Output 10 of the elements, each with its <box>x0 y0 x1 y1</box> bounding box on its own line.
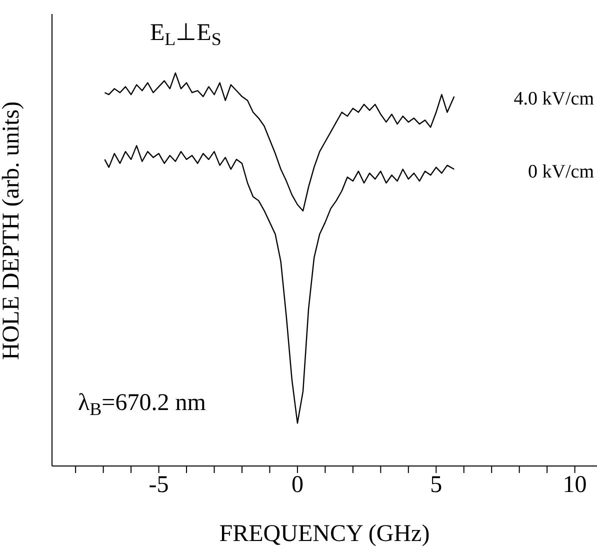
text: E$_{L}$⊥E$_{S}$ <box>150 20 222 50</box>
annotation: λ$_{B}$=670.2 nm <box>78 390 206 420</box>
y-axis-title: HOLE DEPTH (arb. units) <box>0 101 25 360</box>
text: 0 kV/cm <box>528 161 594 182</box>
x-tick-label: 10 <box>562 472 587 498</box>
x-tick-label: 0 <box>291 472 304 498</box>
text: 4.0 kV/cm <box>514 88 594 110</box>
x-axis-title: FREQUENCY (GHz) <box>219 521 430 547</box>
x-tick-label: -5 <box>148 472 169 498</box>
x-tick-label: 5 <box>430 472 442 498</box>
